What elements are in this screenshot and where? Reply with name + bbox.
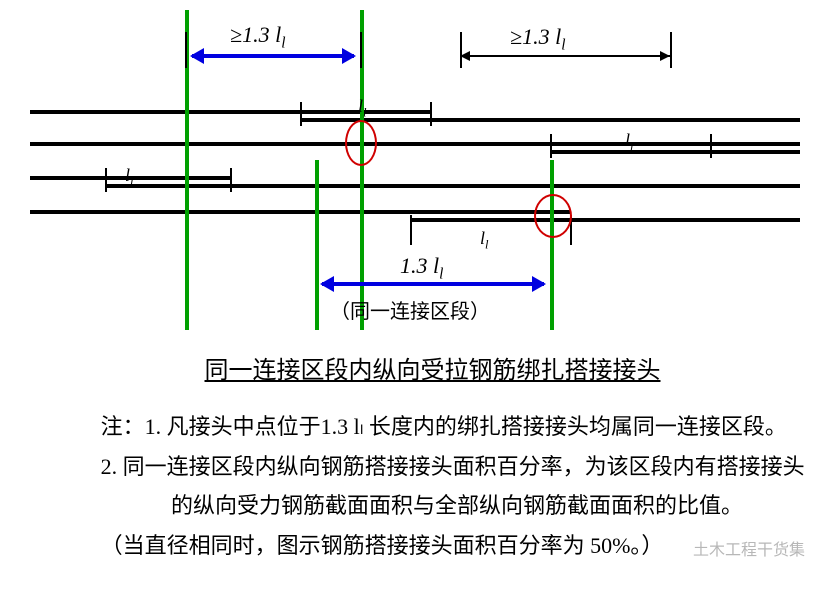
label-bottom: 1.3 ll [400,253,443,283]
rebar-row1-right [300,118,800,122]
tick-ll-1a [300,102,302,126]
green-line-3 [315,160,319,330]
watermark: 土木工程干货集 [693,537,805,566]
tick-ll-2b [710,134,712,158]
red-ellipse-1 [345,120,377,166]
note-1: 注：1. 凡接头中点位于1.3 lₗ 长度内的绑扎搭接接头均属同一连接区段。 [50,407,815,447]
tick-ll-3b [230,168,232,192]
black-arrow-top-right [460,55,670,57]
note-2: 2. 同一连接区段内纵向钢筋搭接接头面积百分率，为该区段内有搭接接头的纵向受力钢… [50,447,815,526]
tick-topR1 [460,32,462,68]
label-top-left: ≥1.3 ll [230,22,285,52]
tick-ll-3a [105,168,107,192]
tick-ll-4a [410,215,412,245]
label-ll-2: ll [625,130,634,155]
rebar-row3-right [105,184,800,188]
label-ll-1: ll [358,96,367,121]
tick-topL [185,32,187,68]
tick-topR2 [670,32,672,68]
label-ll-3: ll [125,165,134,190]
tick-ll-1b [430,102,432,126]
tick-ll-2a [550,134,552,158]
rebar-row4-right [410,218,800,222]
label-ll-4: ll [480,228,489,253]
blue-arrow-top-left [192,54,354,58]
green-line-4 [550,160,554,330]
rebar-row2-left [30,142,800,146]
label-top-right: ≥1.3 ll [510,24,565,54]
tick-topM [360,32,362,68]
diagram-title: 同一连接区段内纵向受拉钢筋绑扎搭接接头 [50,350,815,393]
lap-splice-diagram: ll ll ll ll ≥1.3 ll ≥1.3 ll 1.3 ll （同一连接… [10,10,815,330]
rebar-row1-left [30,110,430,114]
rebar-row4-left [30,210,570,214]
label-bottom-sub: （同一连接区段） [330,295,490,324]
red-ellipse-2 [534,194,572,238]
caption-block: 同一连接区段内纵向受拉钢筋绑扎搭接接头 注：1. 凡接头中点位于1.3 lₗ 长… [10,330,825,576]
rebar-row2-right [550,150,800,154]
